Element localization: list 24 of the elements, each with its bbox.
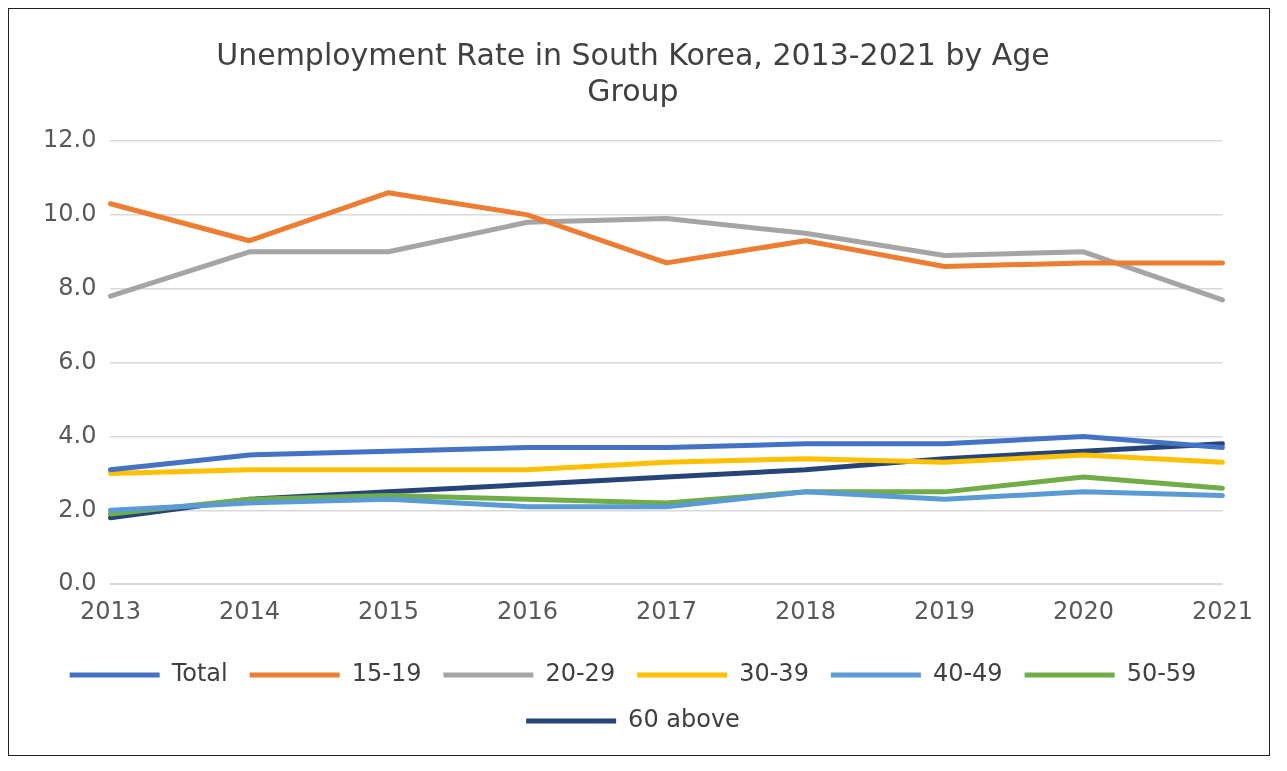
x-tick-label: 2017 <box>635 596 697 625</box>
x-tick-label: 2018 <box>774 596 836 625</box>
legend-label: 30-39 <box>739 659 809 688</box>
legend-label: 50-59 <box>1126 659 1197 688</box>
y-tick-label: 8.0 <box>58 272 97 301</box>
x-tick-label: 2013 <box>79 596 141 625</box>
legend-label: Total <box>170 659 228 688</box>
x-tick-label: 2016 <box>496 596 558 625</box>
y-tick-label: 12.0 <box>43 125 97 154</box>
chart-title: Unemployment Rate in South Korea, 2013-2021 by Age Group <box>216 36 1050 108</box>
y-tick-label: 6.0 <box>58 346 97 375</box>
y-tick-label: 10.0 <box>43 199 97 228</box>
legend-label: 15-19 <box>351 659 422 688</box>
x-tick-label: 2014 <box>218 596 280 625</box>
y-tick-label: 2.0 <box>58 494 97 523</box>
x-tick-label: 2021 <box>1191 596 1253 625</box>
legend-label: 20-29 <box>545 659 616 688</box>
legend-label: 40-49 <box>932 659 1003 688</box>
legend-label: 60 above <box>628 705 740 734</box>
x-tick-label: 2019 <box>913 596 975 625</box>
y-tick-label: 4.0 <box>58 420 97 449</box>
x-tick-label: 2020 <box>1052 596 1114 625</box>
x-tick-label: 2015 <box>357 596 419 625</box>
y-tick-label: 0.0 <box>58 568 97 597</box>
